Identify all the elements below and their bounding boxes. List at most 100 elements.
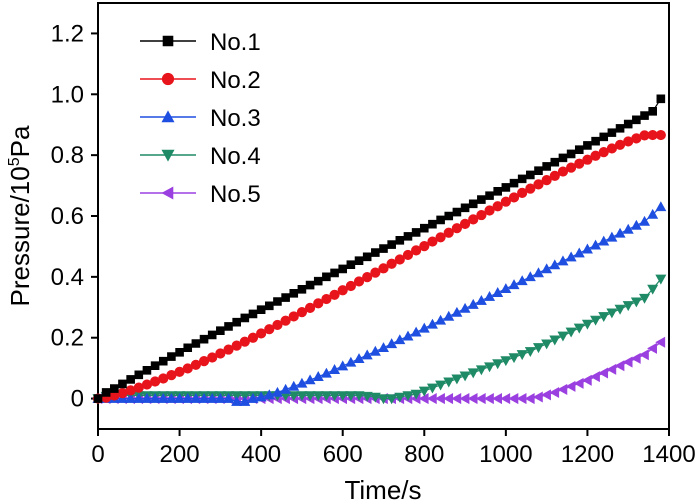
legend: No.1 No.2 No.3 No.4 No.5 xyxy=(140,29,261,208)
data-point xyxy=(149,392,161,403)
data-point xyxy=(353,391,365,402)
data-point xyxy=(386,394,398,405)
data-point xyxy=(622,223,634,234)
data-point xyxy=(304,302,316,313)
y-tick-label: 0.2 xyxy=(51,325,84,352)
data-point xyxy=(655,274,667,285)
data-point xyxy=(338,264,348,274)
data-point xyxy=(370,267,381,278)
data-point xyxy=(614,304,626,315)
data-point xyxy=(402,330,414,341)
data-point xyxy=(622,301,634,312)
data-point xyxy=(599,132,609,142)
data-point xyxy=(240,313,250,323)
data-point xyxy=(573,377,584,389)
data-point xyxy=(379,244,388,253)
data-point xyxy=(639,293,651,304)
data-point xyxy=(557,255,569,266)
data-point xyxy=(581,243,593,254)
data-point xyxy=(224,322,233,331)
data-point xyxy=(492,359,504,370)
data-point xyxy=(607,128,617,137)
x-tick-label: 1400 xyxy=(642,441,695,468)
data-point xyxy=(313,298,324,309)
data-point xyxy=(493,187,503,196)
data-point xyxy=(305,280,315,290)
data-point xyxy=(313,276,323,286)
data-point xyxy=(255,391,267,402)
data-point xyxy=(426,318,438,329)
data-point xyxy=(101,388,111,397)
y-tick-label: 0.8 xyxy=(51,142,84,169)
y-axis-title-exponent: 5 xyxy=(6,157,23,166)
data-point xyxy=(133,392,145,403)
data-point xyxy=(141,392,153,403)
data-point xyxy=(509,178,519,188)
data-point xyxy=(207,330,217,340)
data-point xyxy=(387,240,396,249)
data-point xyxy=(125,392,137,403)
data-point xyxy=(207,352,218,363)
data-point xyxy=(459,371,471,382)
data-point xyxy=(216,326,225,336)
data-point xyxy=(475,294,487,305)
data-point xyxy=(606,363,617,375)
data-point xyxy=(583,141,592,150)
data-point xyxy=(573,323,585,334)
data-point xyxy=(206,392,218,403)
data-point xyxy=(288,380,300,391)
data-point xyxy=(247,392,259,403)
legend-label: No.2 xyxy=(210,67,261,94)
data-point xyxy=(655,201,667,212)
data-point xyxy=(549,259,561,270)
legend-marker xyxy=(162,35,174,47)
y-axis-title-unit: Pa xyxy=(5,125,35,157)
data-point xyxy=(214,392,226,403)
data-point xyxy=(639,215,651,226)
series-no-1 xyxy=(93,94,666,403)
data-point xyxy=(655,336,666,348)
series-no-2 xyxy=(92,129,666,404)
data-point xyxy=(345,356,357,367)
data-point xyxy=(516,350,528,361)
data-point xyxy=(435,314,447,325)
y-tick-label: 0 xyxy=(71,386,84,413)
data-point xyxy=(517,174,527,184)
data-point xyxy=(353,276,365,287)
data-point xyxy=(581,374,592,386)
y-axis-ticks: 0 0.2 0.4 0.6 0.8 1.0 1.2 xyxy=(51,20,98,413)
data-point xyxy=(598,312,610,323)
data-point xyxy=(280,315,291,326)
data-point xyxy=(369,345,381,356)
x-tick-label: 200 xyxy=(160,441,200,468)
data-point xyxy=(110,384,119,393)
data-point xyxy=(174,392,186,403)
data-point xyxy=(134,370,144,380)
data-point xyxy=(175,348,184,357)
data-point xyxy=(549,386,560,398)
data-point xyxy=(394,254,405,265)
data-point xyxy=(199,334,209,344)
data-point xyxy=(598,367,609,379)
data-point xyxy=(248,309,258,319)
data-point xyxy=(436,215,445,225)
data-point xyxy=(590,315,602,326)
data-point xyxy=(614,360,625,372)
data-point xyxy=(182,392,194,403)
data-point xyxy=(557,383,568,395)
series-no-3 xyxy=(92,201,667,406)
data-point xyxy=(475,365,487,376)
data-point xyxy=(508,192,520,203)
data-point xyxy=(247,332,259,343)
data-point xyxy=(557,331,569,342)
data-point xyxy=(280,383,292,394)
data-point xyxy=(288,391,300,402)
data-point xyxy=(231,395,243,406)
data-point xyxy=(534,166,543,175)
data-point xyxy=(330,268,339,278)
data-point xyxy=(378,263,389,274)
data-point xyxy=(289,288,299,298)
data-point xyxy=(573,247,585,258)
data-point xyxy=(215,348,226,359)
